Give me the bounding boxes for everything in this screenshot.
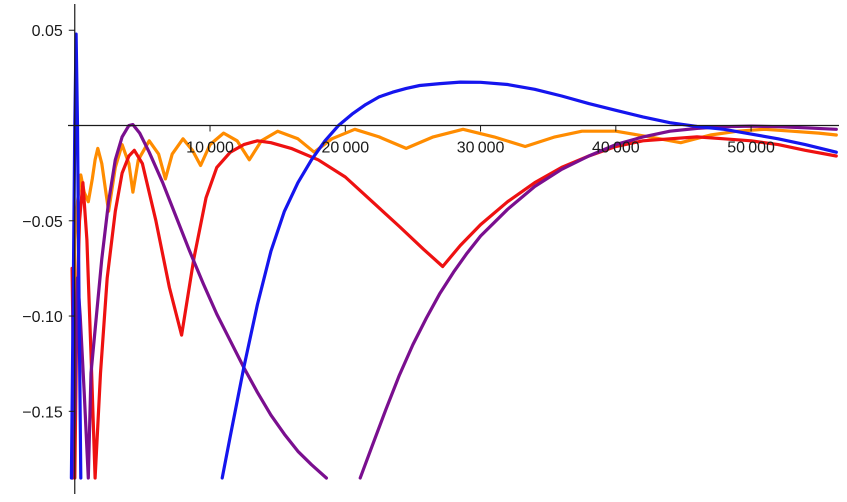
series-line-2 (70, 135, 838, 480)
x-tick-label-2: 20 000 (321, 140, 369, 157)
axes-layer (68, 4, 839, 494)
x-tick-label-1: 10 000 (186, 140, 234, 157)
x-tick-label-3: 30 000 (457, 140, 505, 157)
series-layer (69, 32, 838, 480)
y-tick-label-1: 0.05 (32, 23, 63, 40)
x-tick-label-4: 40 000 (592, 140, 640, 157)
x-tick-label-5: 50 000 (727, 140, 775, 157)
y-tick-label-3: −0.10 (22, 309, 63, 326)
series-line-3 (70, 123, 838, 480)
series-line-1 (71, 127, 838, 480)
tick-layer: 10 000 20 000 30 000 40 000 50 000 0.05 −0.05 −… (22, 23, 775, 421)
series-line-4 (69, 32, 838, 480)
y-tick-label-4: −0.15 (22, 404, 63, 421)
y-tick-label-2: −0.05 (22, 214, 63, 231)
